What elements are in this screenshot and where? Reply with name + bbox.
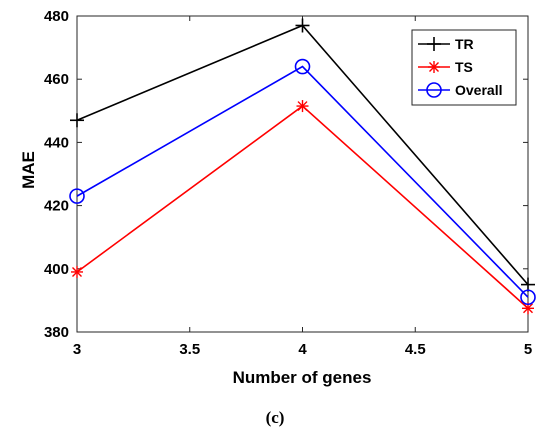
data-point-overall [69, 188, 85, 204]
series-tr [70, 18, 535, 292]
y-tick-label: 420 [44, 198, 69, 215]
data-point-ts [71, 265, 83, 278]
series-overall [69, 58, 536, 306]
series-ts [71, 100, 534, 315]
x-tick-label: 5 [524, 341, 532, 358]
x-tick-label: 4.5 [405, 341, 426, 358]
y-tick-label: 460 [44, 71, 69, 88]
legend-marker [428, 61, 440, 73]
figure-caption: (c) [265, 408, 285, 427]
data-point-tr [70, 113, 84, 128]
data-point-tr [521, 277, 535, 292]
legend-label: TS [455, 59, 473, 75]
legend-label: Overall [455, 82, 502, 98]
legend-marker [426, 82, 442, 98]
data-point-overall [294, 58, 311, 75]
y-tick-label: 440 [44, 134, 69, 151]
x-tick-label: 3 [73, 341, 81, 358]
legend-item-overall: Overall [418, 82, 502, 98]
x-tick-label: 3.5 [179, 341, 200, 358]
legend-marker [427, 37, 441, 51]
legend-item-tr: TR [418, 36, 474, 52]
y-tick-label: 380 [44, 324, 69, 341]
data-point-ts [296, 100, 309, 113]
y-axis-title: MAE [19, 151, 38, 189]
legend-item-ts: TS [418, 59, 473, 75]
series-line-overall [76, 65, 529, 298]
data-point-tr [295, 18, 310, 33]
x-tick-label: 4 [298, 341, 307, 358]
x-axis-title: Number of genes [233, 368, 372, 387]
data-point-overall [520, 289, 536, 306]
legend-label: TR [455, 36, 474, 52]
y-tick-label: 400 [44, 261, 69, 278]
y-tick-label: 480 [44, 8, 69, 25]
